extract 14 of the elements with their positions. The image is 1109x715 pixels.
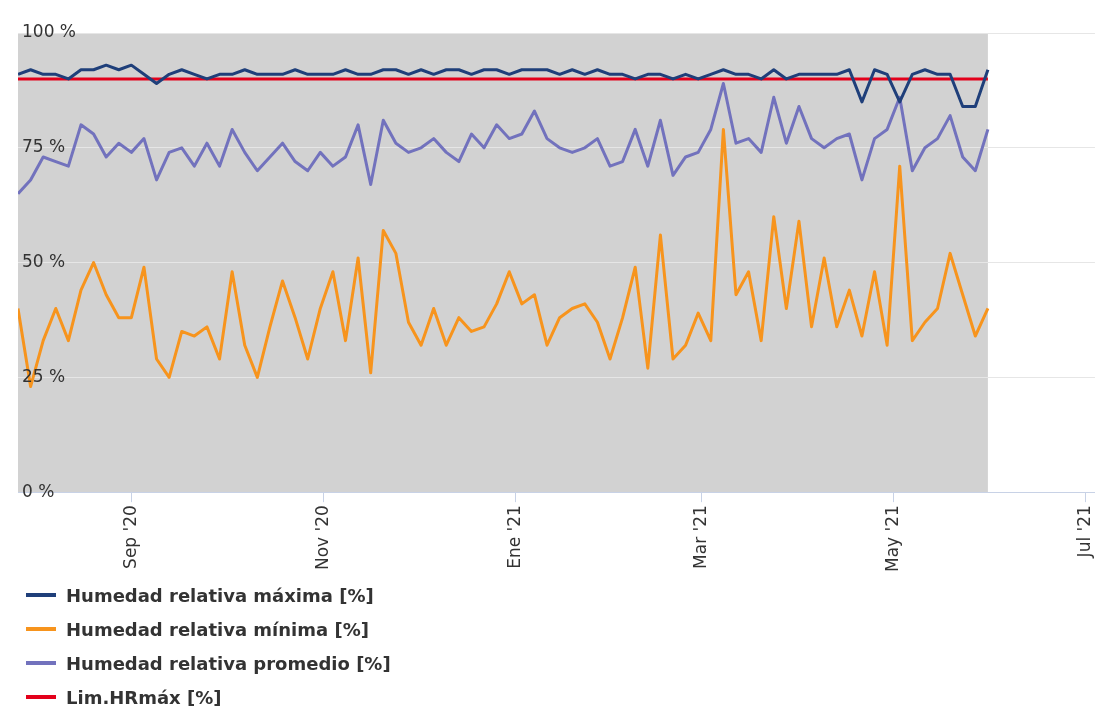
legend-label: Humedad relativa mínima [%] (66, 618, 369, 640)
legend-label: Humedad relativa máxima [%] (66, 584, 374, 606)
y-tick-label: 100 % (22, 21, 77, 42)
x-tick-label: May '21 (881, 505, 902, 572)
legend-label: Humedad relativa promedio [%] (66, 652, 391, 674)
x-tick-label: Mar '21 (689, 505, 710, 569)
x-tick-label: Jul '21 (1073, 505, 1094, 559)
y-tick-label: 0 % (22, 480, 55, 501)
y-tick-label: 75 % (22, 136, 66, 157)
x-tick-label: Ene '21 (503, 505, 524, 569)
x-tick-label: Sep '20 (119, 505, 140, 569)
y-tick-label: 50 % (22, 250, 66, 271)
legend-label: Lim.HRmáx [%] (66, 686, 222, 708)
x-tick-label: Nov '20 (311, 505, 332, 571)
